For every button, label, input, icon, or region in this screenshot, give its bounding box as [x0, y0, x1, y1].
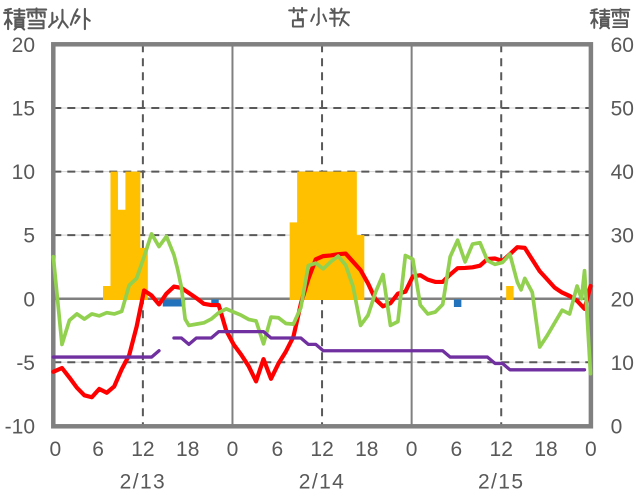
- svg-text:-10: -10: [5, 415, 35, 438]
- svg-text:10: 10: [611, 352, 634, 375]
- svg-text:0: 0: [227, 438, 239, 461]
- svg-text:6: 6: [451, 438, 463, 461]
- svg-text:50: 50: [611, 98, 634, 121]
- svg-text:-5: -5: [16, 352, 35, 375]
- svg-text:2/13: 2/13: [120, 471, 166, 494]
- svg-text:60: 60: [611, 34, 634, 57]
- svg-text:5: 5: [23, 225, 35, 248]
- svg-text:0: 0: [611, 415, 623, 438]
- svg-text:30: 30: [611, 225, 634, 248]
- svg-text:12: 12: [490, 438, 513, 461]
- svg-text:10: 10: [12, 161, 35, 184]
- svg-text:2/15: 2/15: [478, 471, 524, 494]
- svg-text:2/14: 2/14: [299, 471, 345, 494]
- svg-text:0: 0: [49, 438, 61, 461]
- svg-text:18: 18: [534, 438, 557, 461]
- svg-text:15: 15: [12, 98, 35, 121]
- svg-text:6: 6: [271, 438, 283, 461]
- svg-text:0: 0: [406, 438, 418, 461]
- svg-text:18: 18: [355, 438, 378, 461]
- svg-text:0: 0: [23, 288, 35, 311]
- svg-text:12: 12: [131, 438, 154, 461]
- svg-text:20: 20: [12, 34, 35, 57]
- svg-text:18: 18: [176, 438, 199, 461]
- svg-text:40: 40: [611, 161, 634, 184]
- svg-text:20: 20: [611, 288, 634, 311]
- svg-text:0: 0: [585, 438, 597, 461]
- svg-text:6: 6: [92, 438, 104, 461]
- svg-text:12: 12: [310, 438, 333, 461]
